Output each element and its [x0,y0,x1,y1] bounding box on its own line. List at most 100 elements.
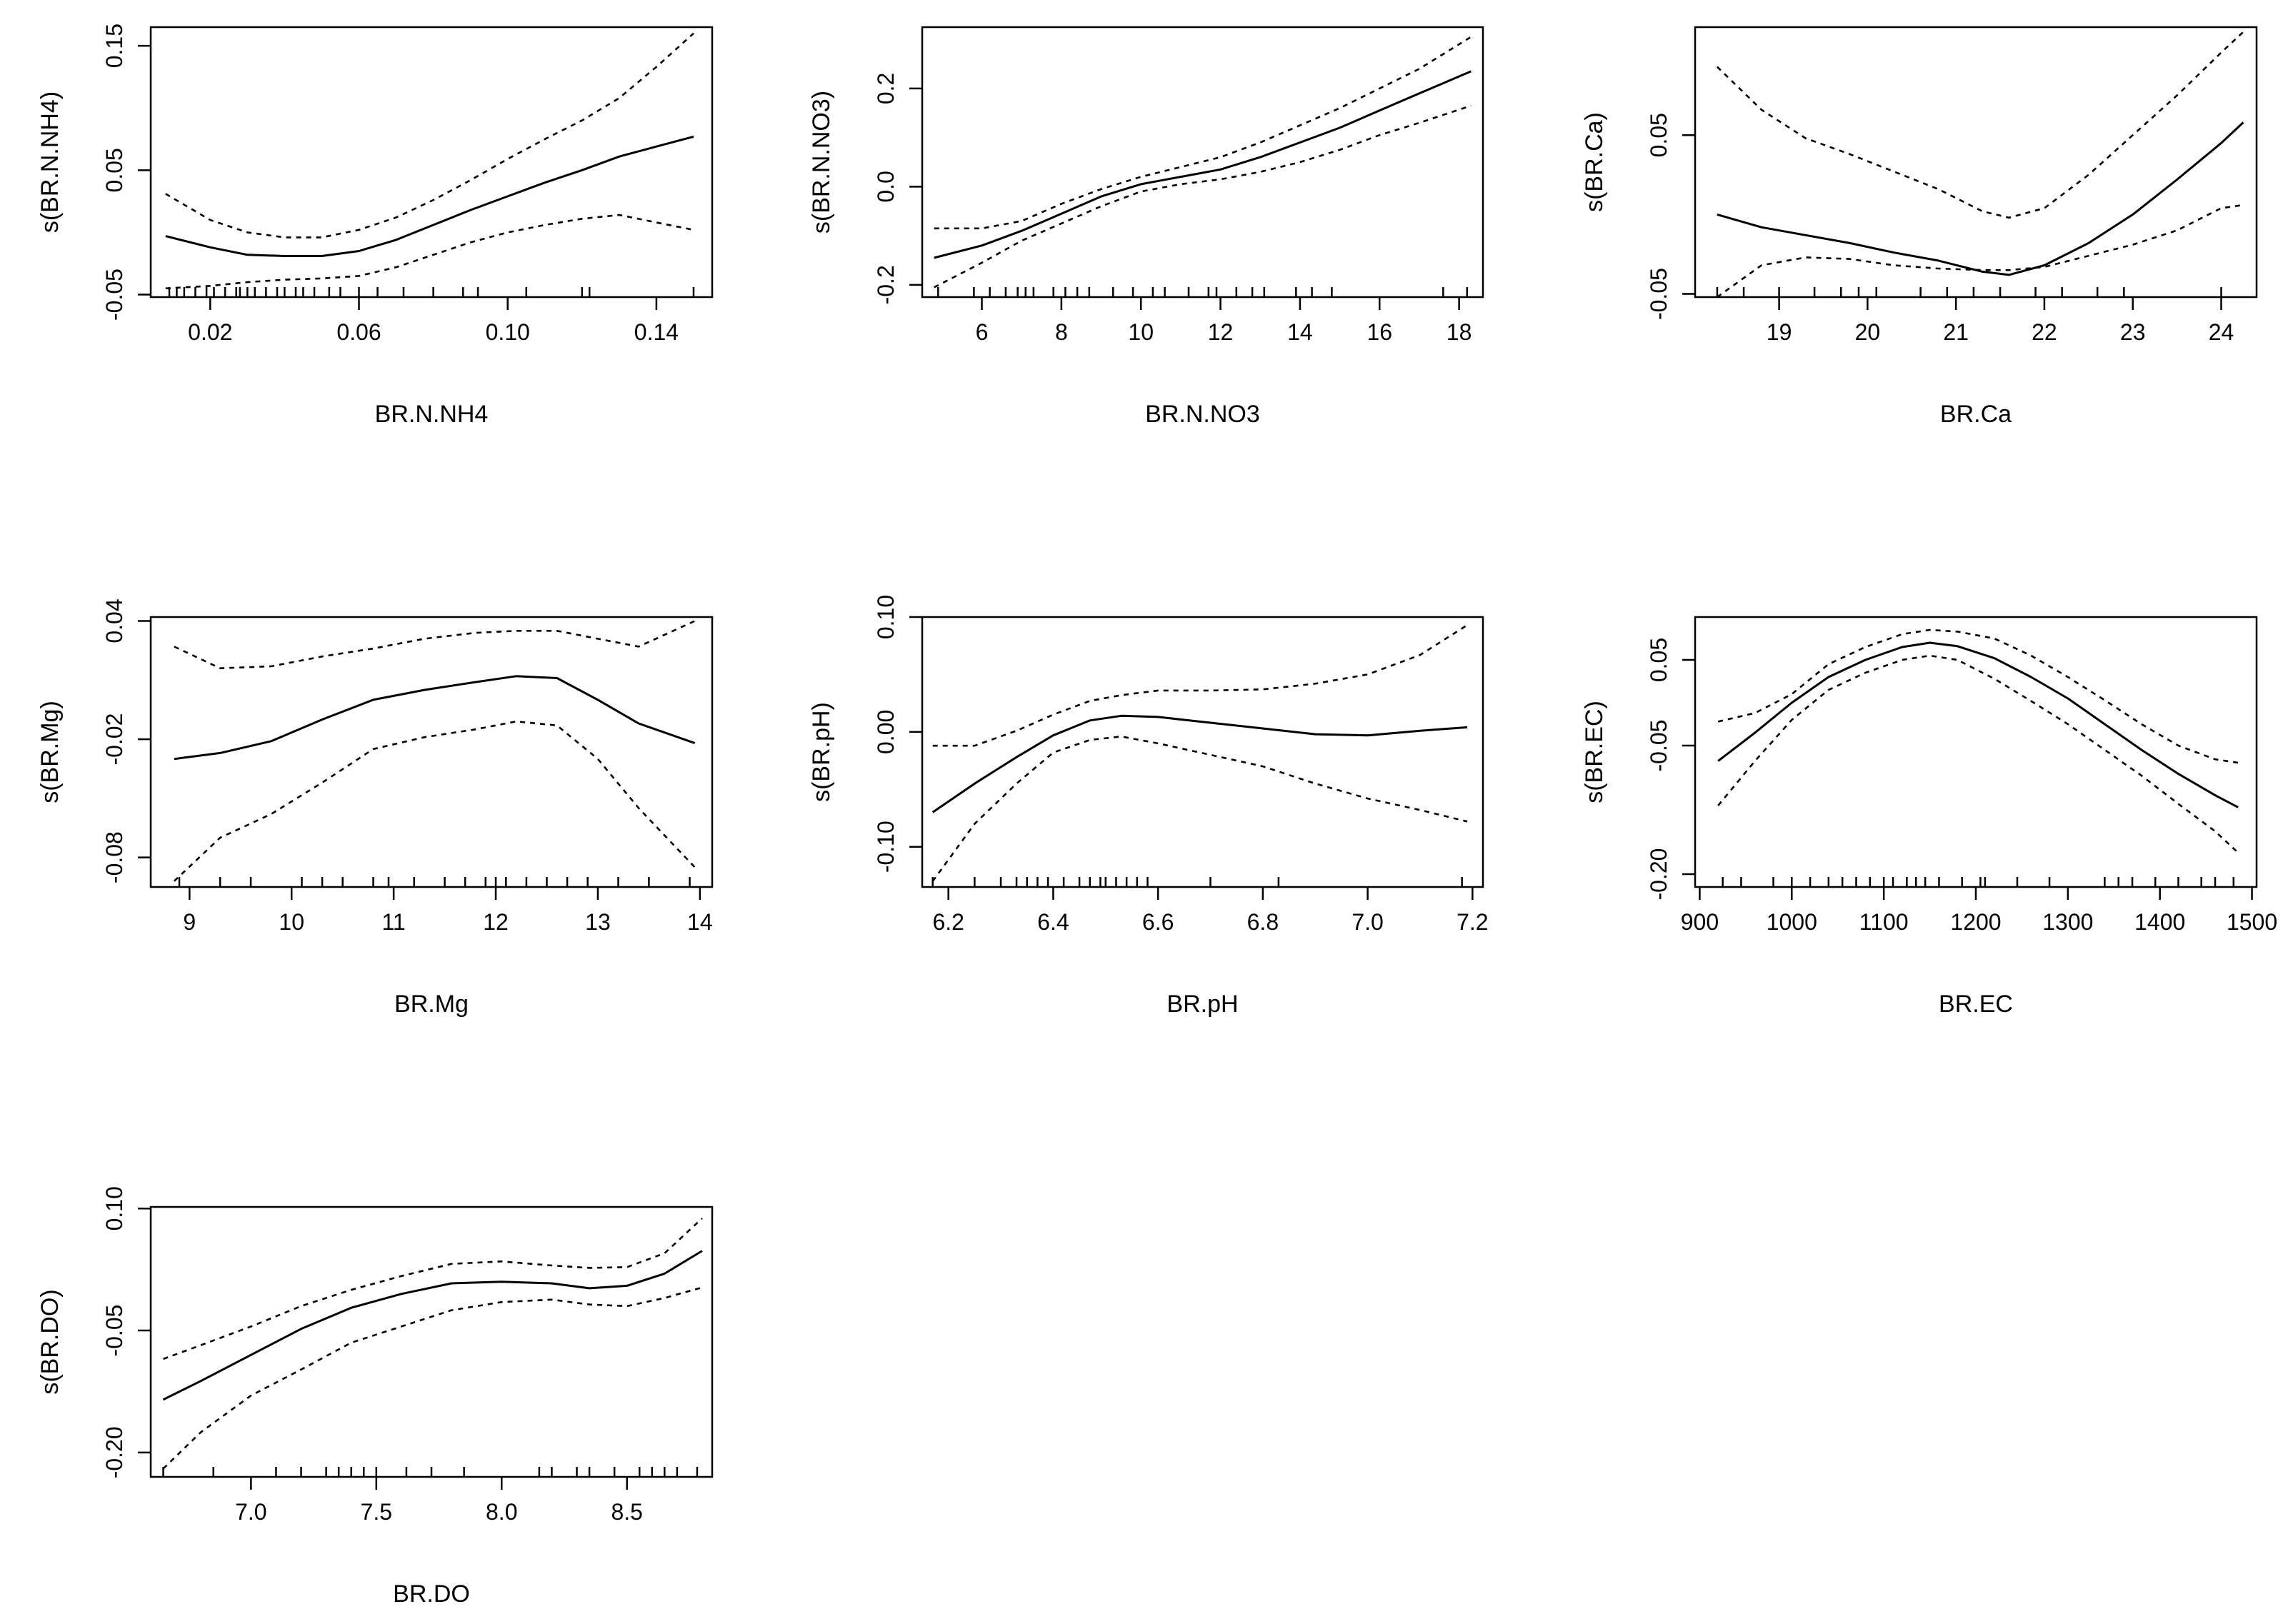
upper-confidence-band-line [165,32,694,239]
y-axis-label: s(BR.pH) [808,702,835,802]
y-tick-label: 0.05 [1646,638,1672,682]
panel-br-mg: BR.Mg s(BR.Mg) 9 10 11 12 13 14 -0.08 -0.02 0.04 [36,598,714,1018]
x-tick-label: 1300 [2042,909,2093,935]
y-tick-label: -0.05 [1646,268,1672,320]
x-tick-label: 6.2 [932,909,964,935]
y-tick-label: -0.05 [101,269,127,321]
x-tick-label: 1000 [1767,909,1817,935]
x-tick-label: 10 [1128,319,1154,345]
y-tick-label: -0.2 [873,265,899,304]
y-axis-label: s(BR.N.NH4) [36,91,64,233]
x-tick-label: 16 [1367,319,1392,345]
y-tick-label: -0.05 [1646,720,1672,772]
panel-br-do: BR.DO s(BR.DO) 7.0 7.5 8.0 8.5 -0.20 -0.05 0.1… [36,1186,714,1608]
x-tick-label: 13 [585,909,611,935]
x-tick-label: 7.0 [235,1499,266,1525]
y-tick-label: 0.05 [1646,113,1672,157]
y-tick-label: -0.20 [1646,848,1672,901]
x-tick-label: 12 [483,909,509,935]
y-tick-label: 0.10 [101,1186,127,1230]
plot-frame [1694,26,2258,299]
x-tick-label: 6.8 [1247,909,1279,935]
smooth-estimate-line [931,714,1468,813]
x-tick-label: 1400 [2134,909,2185,935]
x-axis-label: BR.N.NO3 [1145,401,1260,428]
smooth-estimate-line [1717,641,2239,808]
plot-frame [149,26,714,299]
x-tick-label: 7.0 [1352,909,1383,935]
x-tick-label: 9 [183,909,196,935]
smooth-estimate-line [1717,121,2244,276]
y-axis-label: s(BR.EC) [1581,701,1608,803]
smooth-estimate-line [162,1250,703,1401]
upper-confidence-band-line [932,624,1468,747]
lower-confidence-band-line [162,1286,703,1470]
x-tick-label: 1100 [1859,909,1909,935]
panel-br-ph: BR.pH s(BR.pH) 6.2 6.4 6.6 6.8 7.0 7.2 -0.10 0.… [808,595,1489,1018]
y-axis-label: s(BR.Mg) [36,701,64,803]
x-tick-label: 22 [2032,319,2057,345]
x-tick-label: 900 [1681,909,1719,935]
x-tick-label: 14 [687,909,713,935]
y-tick-label: 0.10 [873,595,899,639]
smooth-estimate-line [174,675,696,761]
x-tick-label: 0.02 [188,319,232,345]
x-tick-label: 8.0 [486,1499,517,1525]
plot-frame [921,616,1484,888]
y-tick-label: -0.10 [873,821,899,873]
x-tick-label: 1500 [2227,909,2277,935]
upper-confidence-band-line [174,620,696,670]
upper-confidence-band-line [934,36,1472,230]
x-tick-label: 14 [1287,319,1313,345]
upper-confidence-band-line [163,1217,703,1360]
panel-br-ec: BR.EC s(BR.EC) 900 1000 1100 1200 1300 1400 15… [1581,616,2277,1018]
x-tick-label: 6.4 [1037,909,1069,935]
lower-confidence-band-line [931,736,1468,882]
x-axis-label: BR.EC [1939,991,2013,1018]
x-axis-label: BR.Ca [1940,401,2012,428]
x-tick-label: 21 [1943,319,1969,345]
x-axis-label: BR.pH [1167,991,1238,1018]
smooth-estimate-line [934,70,1472,259]
x-tick-label: 8 [1055,319,1068,345]
x-tick-label: 10 [279,909,304,935]
x-tick-label: 6 [976,319,989,345]
x-tick-label: 1200 [1950,909,2001,935]
panel-br-n-no3: BR.N.NO3 s(BR.N.NO3) 6 8 10 12 14 16 18 -0.2 0.0… [808,26,1484,428]
x-tick-label: 0.10 [486,319,530,345]
x-axis-label: BR.Mg [394,991,469,1018]
y-tick-label: 0.15 [101,24,127,68]
plot-frame [149,616,714,888]
x-axis-label: BR.N.NH4 [375,401,489,428]
y-tick-label: 0.05 [101,148,127,192]
smooth-estimate-line [165,135,694,257]
x-tick-label: 0.06 [336,319,381,345]
x-tick-label: 23 [2120,319,2146,345]
y-tick-label: 0.2 [873,73,899,104]
x-axis-label: BR.DO [393,1580,470,1608]
plot-frame [921,26,1484,299]
y-tick-label: -0.05 [101,1305,127,1357]
y-axis-label: s(BR.N.NO3) [808,91,835,234]
x-tick-label: 11 [382,909,406,935]
y-tick-label: 0.00 [873,710,899,754]
x-tick-label: 7.2 [1457,909,1488,935]
x-tick-label: 20 [1855,319,1881,345]
x-tick-label: 18 [1447,319,1472,345]
lower-confidence-band-line [1717,204,2244,299]
x-tick-label: 6.6 [1142,909,1174,935]
y-axis-label: s(BR.DO) [36,1289,64,1394]
y-tick-label: 0.04 [101,598,127,643]
x-tick-label: 19 [1767,319,1792,345]
y-tick-label: 0.0 [873,171,899,202]
y-tick-label: -0.08 [101,831,127,883]
panel-br-ca: BR.Ca s(BR.Ca) 19 20 21 22 23 24 -0.05 0.05 [1581,26,2258,428]
lower-confidence-band-line [174,720,696,882]
y-axis-label: s(BR.Ca) [1581,112,1608,212]
x-tick-label: 24 [2209,319,2234,345]
panel-br-n-nh4: BR.N.NH4 s(BR.N.NH4) 0.02 0.06 0.10 0.14 -0.… [36,24,714,428]
y-tick-label: -0.20 [101,1426,127,1478]
lower-confidence-band-line [165,214,694,290]
